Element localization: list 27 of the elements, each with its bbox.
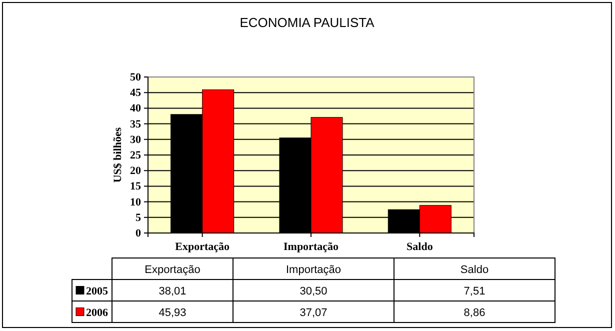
- data-label: 45,93: [158, 306, 186, 319]
- y-tick-label: 50: [130, 72, 142, 84]
- x-tick-label: Saldo: [460, 264, 489, 276]
- y-tick-label: 10: [130, 196, 142, 208]
- y-tick-label: 20: [130, 165, 142, 178]
- chart-title: ECONOMIA PAULISTA: [240, 15, 375, 30]
- data-label: 37,07: [300, 306, 328, 319]
- y-axis-title: US$ bilhões: [112, 126, 124, 183]
- category-label: Importação: [284, 240, 338, 253]
- data-label: 30,50: [300, 285, 328, 298]
- y-tick-label: 5: [136, 212, 142, 224]
- y-tick-label: 45: [130, 87, 142, 100]
- y-tick-label: 30: [130, 134, 142, 146]
- y-tick-label: 15: [130, 180, 142, 193]
- data-label: 8,86: [464, 306, 486, 319]
- x-tick-label: Exportação: [144, 264, 200, 276]
- legend-label: 2005: [86, 285, 108, 298]
- y-tick-label: 35: [130, 118, 142, 130]
- y-tick-label: 40: [130, 102, 142, 115]
- legend-label: 2006: [86, 306, 108, 319]
- data-label: 7,51: [464, 285, 486, 298]
- x-tick-label: Importação: [286, 264, 342, 276]
- y-tick-label: 25: [130, 150, 142, 162]
- y-tick-label: 0: [136, 228, 142, 240]
- category-label: Exportação: [175, 240, 230, 253]
- data-label: 38,01: [158, 285, 186, 298]
- category-label: Saldo: [406, 240, 433, 253]
